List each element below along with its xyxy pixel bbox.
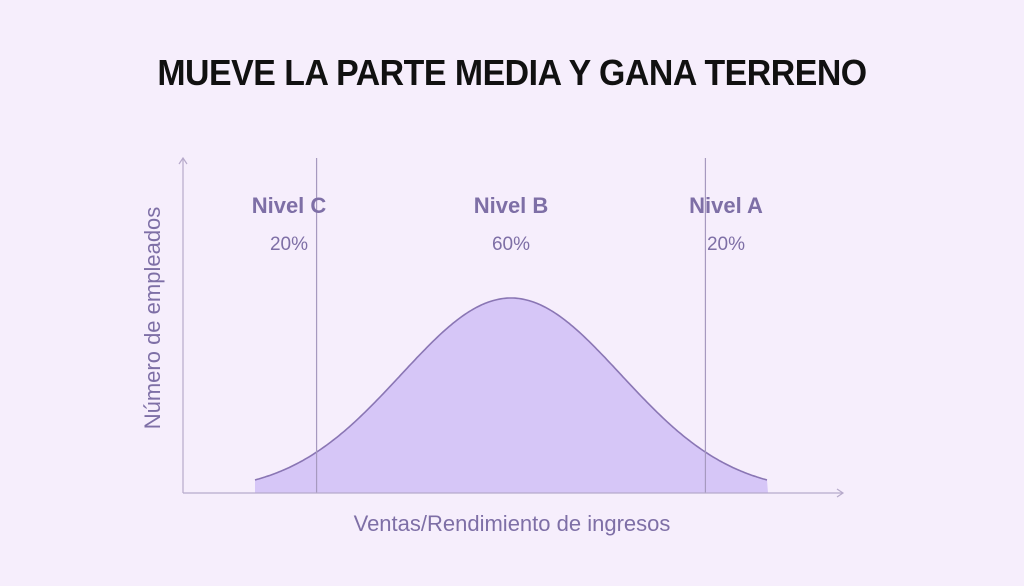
tier-b-percent: 60% [492,234,530,255]
distribution-area [255,298,768,493]
tier-c-percent: 20% [270,234,308,255]
tier-a-percent: 20% [707,234,745,255]
x-axis-label: Ventas/Rendimiento de ingresos [354,511,671,536]
tier-a-label: Nivel A [689,193,763,218]
y-axis-arrow [178,156,188,165]
chart-title: MUEVE LA PARTE MEDIA Y GANA TERRENO [157,52,867,93]
axes [178,156,845,498]
distribution-curve [254,297,768,481]
y-axis-label: Número de empleados [140,207,165,430]
tier-b-label: Nivel B [474,193,549,218]
x-axis-arrow [836,488,845,498]
tier-c-label: Nivel C [252,193,327,218]
